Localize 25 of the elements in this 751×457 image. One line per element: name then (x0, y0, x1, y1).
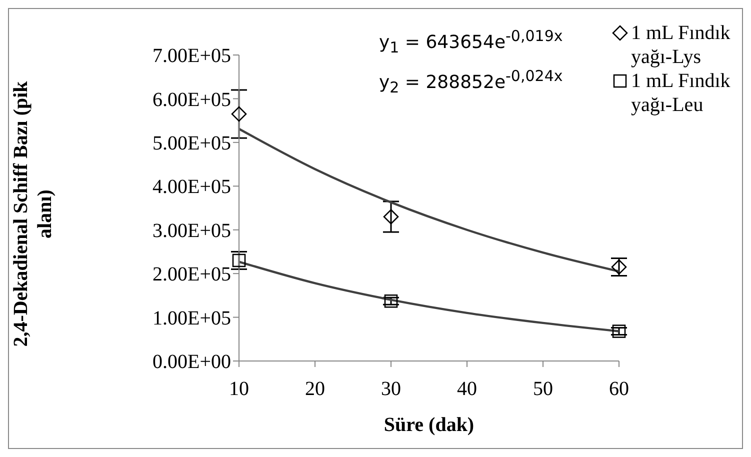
y-axis-title: 2,4-Dekadienal Schiff Bazı (pik alanı) (9, 80, 57, 349)
annotation: y$_{2}$ = 288852e$^{-0,024x}$ (379, 66, 563, 96)
y-tick-label: 2.00E+05 (152, 264, 231, 286)
x-tick-label: 60 (609, 378, 629, 400)
y-tick-label: 6.00E+05 (152, 88, 231, 111)
point (231, 106, 247, 122)
x-axis-title: Süre (dak) (384, 414, 474, 436)
legend-label: 1 mL Fındık yağı-Lys (631, 21, 732, 69)
y-tick-label: 5.00E+05 (152, 132, 231, 155)
x-tick-label: 10 (229, 378, 249, 400)
y-tick-label: 3.00E+05 (152, 220, 231, 242)
point (383, 209, 399, 224)
point (612, 324, 626, 338)
point (384, 294, 398, 308)
x-tick-label: 40 (457, 378, 477, 400)
y-tick-label: 0.00E+00 (152, 351, 231, 374)
y-tick-label: 1.00E+05 (152, 307, 231, 330)
annotation: y$_{1}$ = 643654e$^{-0,019x}$ (379, 27, 563, 57)
x-tick-label: 50 (533, 378, 553, 400)
y-tick-label: 4.00E+05 (152, 176, 231, 198)
legend-label: 1 mL Fındık yağı-Leu (631, 69, 732, 117)
x-tick-label: 30 (381, 378, 401, 400)
x-tick-label: 20 (305, 378, 325, 400)
y-tick-label: 7.00E+05 (152, 45, 231, 68)
point (232, 254, 246, 268)
